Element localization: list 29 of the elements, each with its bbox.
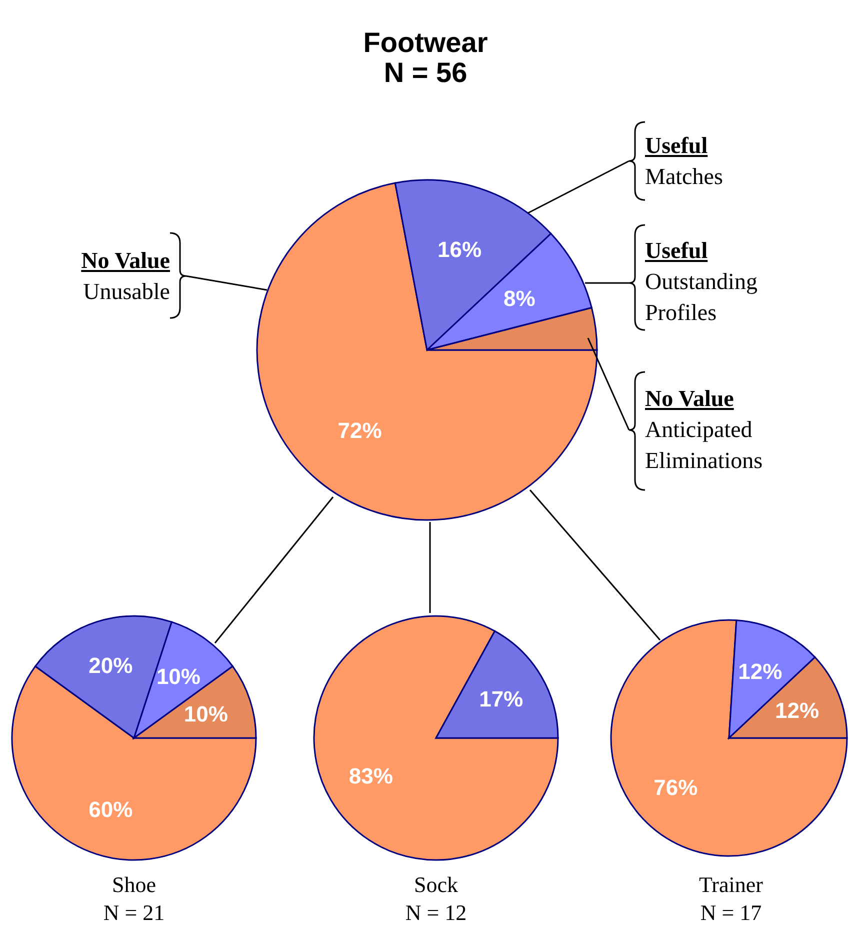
- data-label: 72%: [338, 418, 382, 444]
- text: No Value: [645, 385, 735, 413]
- data-label: 16%: [438, 236, 482, 262]
- text: N = 17: [700, 900, 762, 925]
- data-label: 12%: [738, 658, 782, 684]
- data-label: 8%: [503, 286, 536, 312]
- text: Useful: [645, 237, 709, 265]
- data-label: 10%: [156, 664, 200, 689]
- slice-label: Anticipated Eliminations: [645, 417, 763, 473]
- chart-title: Footwear: [363, 27, 488, 58]
- data-label: 17%: [479, 686, 524, 712]
- data-label: 76%: [654, 775, 698, 800]
- text: Trainer: [699, 872, 764, 897]
- text: Sock: [414, 872, 458, 897]
- slice-label: Matches: [645, 164, 723, 189]
- text: N = 21: [103, 900, 165, 925]
- data-label: 20%: [88, 653, 133, 678]
- slice-label: Outstanding Profiles: [645, 269, 758, 325]
- text: Shoe: [112, 872, 156, 897]
- text: No Value: [80, 247, 170, 275]
- slice-label: Unusable: [83, 279, 170, 304]
- pie-slice: [256, 182, 598, 521]
- text: Useful: [645, 132, 709, 160]
- data-label: 60%: [88, 796, 133, 822]
- chart-subtitle: N = 56: [384, 57, 468, 88]
- text: N = 12: [405, 900, 467, 925]
- data-label: 12%: [775, 698, 820, 724]
- data-label: 83%: [348, 764, 393, 789]
- data-label: 10%: [184, 702, 228, 727]
